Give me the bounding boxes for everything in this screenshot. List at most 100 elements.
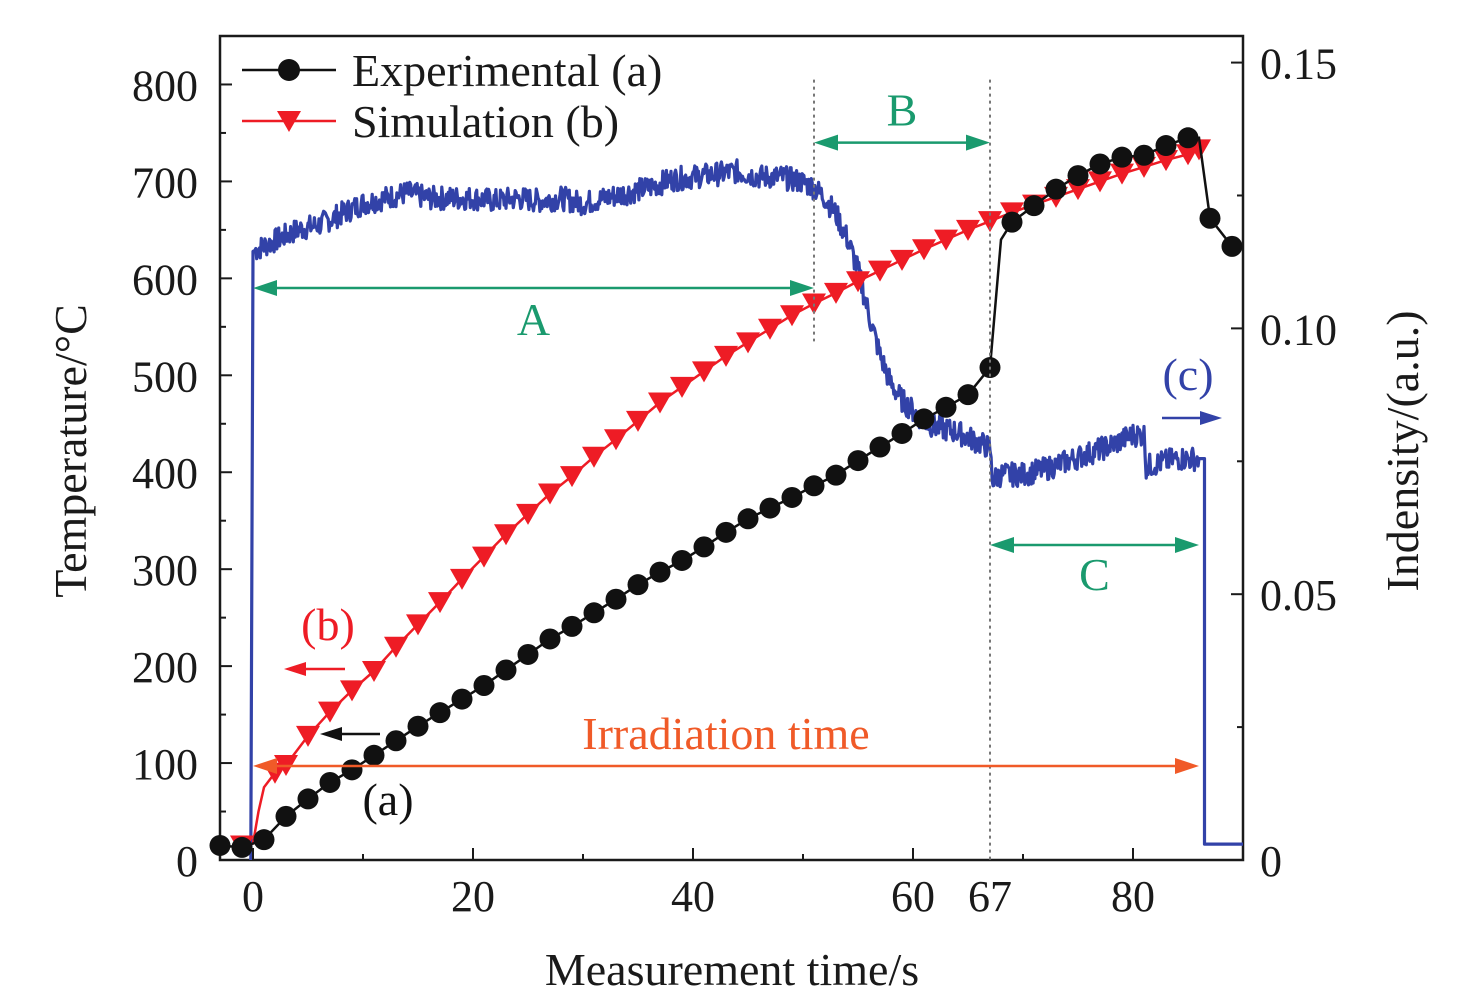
series-a-marker bbox=[341, 759, 363, 781]
range-c-arrowhead-left bbox=[990, 536, 1014, 553]
series-a-marker bbox=[451, 688, 473, 710]
legend-marker-simulation bbox=[277, 111, 301, 132]
series-a-marker bbox=[319, 771, 341, 793]
range-b-label: B bbox=[887, 85, 918, 136]
series-a-marker bbox=[1133, 144, 1155, 166]
series-b-marker bbox=[450, 568, 474, 590]
series-a-marker bbox=[253, 829, 275, 851]
legend-marker-experimental bbox=[278, 59, 300, 81]
series-b-marker bbox=[736, 332, 760, 354]
series-a-layer bbox=[209, 127, 1243, 858]
series-a-marker bbox=[1001, 211, 1023, 233]
series-b-marker bbox=[692, 361, 716, 383]
series-a-marker bbox=[715, 521, 737, 543]
label-a: (a) bbox=[362, 774, 413, 825]
series-b-marker bbox=[1088, 171, 1112, 193]
series-c-layer bbox=[249, 158, 1243, 861]
series-a-marker bbox=[957, 384, 979, 406]
series-a-marker bbox=[627, 574, 649, 596]
legend-label-experimental: Experimental (a) bbox=[352, 45, 662, 96]
series-b-marker bbox=[824, 282, 848, 304]
plot-border bbox=[218, 34, 1245, 862]
series-a-marker bbox=[847, 450, 869, 472]
series-a-marker bbox=[1111, 146, 1133, 168]
series-b-marker bbox=[582, 446, 606, 468]
series-a-marker bbox=[1023, 195, 1045, 217]
irradiation-label: Irradiation time bbox=[582, 708, 869, 759]
label-c: (c) bbox=[1162, 349, 1213, 400]
x-tick-label: 0 bbox=[242, 872, 264, 921]
series-b-marker bbox=[538, 483, 562, 505]
range-a-arrowhead-right bbox=[790, 280, 814, 297]
series-a-marker bbox=[517, 643, 539, 665]
y-tick-label: 800 bbox=[132, 61, 198, 110]
series-a-marker bbox=[913, 408, 935, 430]
series-a-marker bbox=[759, 497, 781, 519]
series-b-marker bbox=[648, 392, 672, 414]
series-a-marker bbox=[869, 436, 891, 458]
series-b-marker bbox=[758, 318, 782, 340]
x-tick-label: 80 bbox=[1111, 872, 1155, 921]
series-b-marker bbox=[1066, 179, 1090, 201]
series-b-marker bbox=[384, 636, 408, 658]
arrow-b-head bbox=[284, 662, 306, 677]
x-tick-label: 60 bbox=[891, 872, 935, 921]
y2-tick-label: 0 bbox=[1260, 837, 1282, 886]
series-b-marker bbox=[890, 249, 914, 271]
series-a-marker bbox=[1221, 235, 1243, 257]
series-b-marker bbox=[868, 260, 892, 282]
series-a-marker bbox=[473, 675, 495, 697]
axes-layer: 0 20 40 60 80 67 0 100 200 300 400 500 600 700 800 0 0.0… bbox=[132, 35, 1337, 921]
irradiation-arrowhead-left bbox=[253, 757, 277, 774]
x-tick-label: 20 bbox=[451, 872, 495, 921]
series-a-marker bbox=[275, 805, 297, 827]
series-a-marker bbox=[583, 602, 605, 624]
series-a-marker bbox=[1199, 207, 1221, 229]
series-a-marker bbox=[935, 396, 957, 418]
series-b-marker bbox=[560, 466, 584, 488]
series-a-marker bbox=[429, 702, 451, 724]
series-b-marker bbox=[362, 660, 386, 682]
series-a-marker bbox=[385, 730, 407, 752]
range-a-arrowhead-left bbox=[253, 280, 277, 297]
y-tick-label: 700 bbox=[132, 158, 198, 207]
y-tick-label: 0 bbox=[176, 837, 198, 886]
series-a-marker bbox=[1067, 165, 1089, 187]
series-b-marker bbox=[1110, 163, 1134, 185]
series-a-marker bbox=[363, 744, 385, 766]
legend-item-simulation: Simulation (b) bbox=[242, 96, 619, 147]
series-a-marker bbox=[781, 486, 803, 508]
series-b-marker bbox=[604, 429, 628, 451]
series-a-marker bbox=[825, 464, 847, 486]
series-b-marker bbox=[670, 376, 694, 398]
y2-axis-title: Indensity/(a.u.) bbox=[1377, 310, 1428, 591]
series-a-marker bbox=[671, 549, 693, 571]
series-a-marker bbox=[1089, 153, 1111, 175]
series-b-marker bbox=[846, 271, 870, 293]
series-b-marker bbox=[472, 546, 496, 568]
y-tick-label: 400 bbox=[132, 449, 198, 498]
label-b: (b) bbox=[301, 599, 355, 650]
range-a-label: A bbox=[517, 294, 550, 345]
series-b-marker bbox=[934, 229, 958, 251]
y-tick-label: 600 bbox=[132, 255, 198, 304]
y2-tick-label: 0.05 bbox=[1260, 571, 1337, 620]
series-a-marker bbox=[297, 788, 319, 810]
series-a-marker bbox=[209, 834, 231, 856]
series-b-marker bbox=[956, 219, 980, 241]
y2-tick-label: 0.10 bbox=[1260, 305, 1337, 354]
series-a-marker bbox=[495, 659, 517, 681]
range-b-arrowhead-right bbox=[966, 134, 990, 151]
series-b-marker bbox=[516, 503, 540, 525]
series-b-marker bbox=[714, 345, 738, 367]
series-a-marker bbox=[693, 536, 715, 558]
series-a-marker bbox=[737, 508, 759, 530]
series-c-line bbox=[249, 158, 1243, 861]
series-b-marker bbox=[406, 614, 430, 636]
series-b-marker bbox=[1154, 150, 1178, 172]
y2-tick-label: 0.15 bbox=[1260, 40, 1337, 89]
x-tick-label: 40 bbox=[671, 872, 715, 921]
range-b-arrowhead-left bbox=[814, 134, 838, 151]
series-a-marker bbox=[1155, 135, 1177, 157]
series-a-marker bbox=[407, 715, 429, 737]
